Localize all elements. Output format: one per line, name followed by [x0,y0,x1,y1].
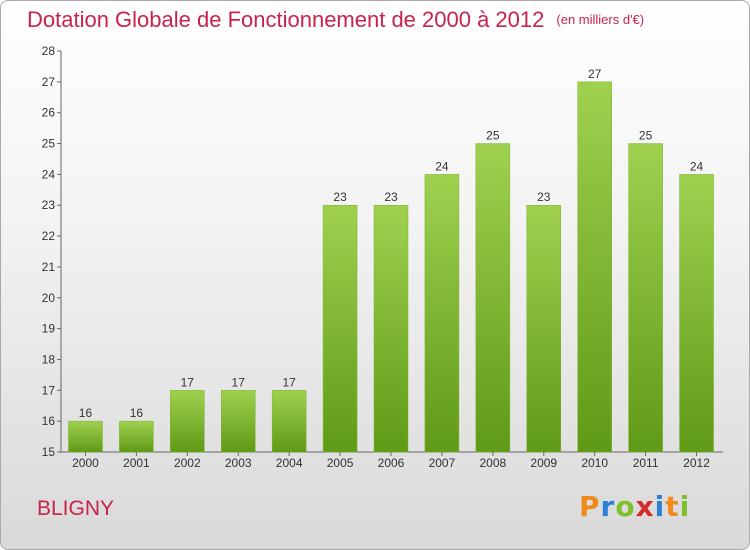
value-label-2002: 17 [181,375,195,389]
x-tick-label-2012: 2012 [683,456,710,470]
logo-letter: o [615,490,636,523]
bar-2000 [68,420,103,453]
value-label-2010: 27 [588,67,602,81]
y-tick-label: 23 [42,198,56,212]
y-tick-label: 17 [42,383,56,397]
x-tick-label-2004: 2004 [276,456,303,470]
x-tick-label-2008: 2008 [479,456,506,470]
proxiti-logo[interactable]: Proxiti [579,490,690,523]
x-tick-label-2009: 2009 [530,456,557,470]
bar-2004 [271,390,307,453]
x-tick-label-2002: 2002 [174,456,201,470]
x-tick-label-2003: 2003 [225,456,252,470]
logo-letter: x [635,490,655,523]
x-tick-label-2005: 2005 [327,456,354,470]
value-label-2007: 24 [435,159,449,173]
value-label-2011: 25 [639,129,653,143]
axes: 15 16 17 18 19 20 21 22 23 24 25 26 27 28 [42,44,723,459]
value-label-2001: 16 [130,406,144,420]
value-label-2012: 24 [690,159,704,173]
bar-2009 [526,204,562,453]
y-tick-label: 28 [42,44,56,58]
logo-letter: t [665,490,680,523]
bar-2008 [475,143,511,453]
bar-2002 [170,390,205,453]
bar-2003 [220,390,256,453]
y-tick-label: 16 [42,414,56,428]
bar-2010 [577,81,612,453]
value-label-2004: 17 [282,375,296,389]
bar-2001 [119,420,154,453]
value-label-2009: 23 [537,190,551,204]
logo-letter: P [579,490,601,523]
bar-2005 [322,204,358,453]
y-tick-label: 18 [42,352,56,366]
x-tick-label-2006: 2006 [378,456,405,470]
y-tick-label: 24 [42,167,56,181]
y-tick-label: 22 [42,229,56,243]
chart-unit: (en milliers d'€) [556,12,645,27]
y-tick-label: 27 [42,75,56,89]
y-tick-label: 20 [42,291,56,305]
bar-2012 [679,174,714,453]
chart-title-text: Dotation Globale de Fonctionnement de 20… [27,7,545,32]
y-tick-label: 19 [42,322,56,336]
bar-2006 [373,204,409,453]
commune-name: BLIGNY [37,497,115,520]
value-label-2005: 23 [333,190,347,204]
chart-title: Dotation Globale de Fonctionnement de 20… [27,7,644,33]
bar-2011 [628,143,663,453]
x-tick-label-2007: 2007 [429,456,456,470]
labels: 2000 16 2001 16 2002 17 2003 17 2004 17 2005 23 2006… [72,67,710,470]
value-label-2000: 16 [79,406,93,420]
logo-letter: r [600,490,616,523]
bar-2007 [424,174,460,453]
x-tick-label-2000: 2000 [72,456,99,470]
logo-letter: i [654,490,666,523]
logo-letter: i [679,490,691,523]
y-tick-label: 25 [42,137,56,151]
value-label-2006: 23 [384,190,398,204]
bars [68,81,714,453]
x-tick-label-2010: 2010 [581,456,608,470]
value-label-2008: 25 [486,129,500,143]
value-label-2003: 17 [232,375,246,389]
y-tick-label: 26 [42,106,56,120]
y-tick-label: 15 [42,445,56,459]
x-tick-label-2001: 2001 [123,456,150,470]
x-tick-label-2011: 2011 [633,456,659,470]
y-tick-label: 21 [42,260,56,274]
